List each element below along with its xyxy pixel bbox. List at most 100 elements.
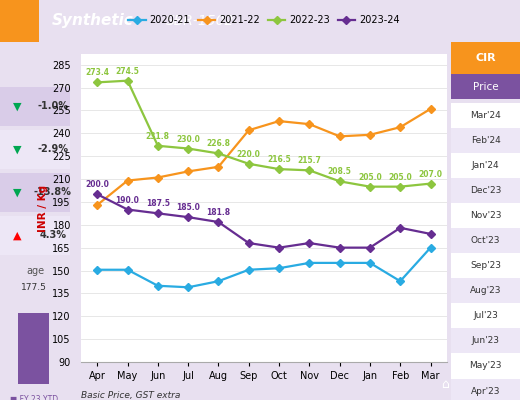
Text: 4.3%: 4.3%: [39, 230, 66, 240]
2021-22: [276, 119, 282, 124]
2020-21: [245, 267, 252, 272]
2021-22: [94, 202, 100, 207]
Text: -1.0%: -1.0%: [37, 102, 68, 112]
Text: ▼: ▼: [14, 187, 22, 197]
2020-21: [427, 245, 434, 250]
Text: Mar'24: Mar'24: [470, 111, 501, 120]
2021-22: [427, 106, 434, 111]
2020-21: [185, 285, 191, 290]
Bar: [451, 153, 520, 178]
2020-21: [155, 283, 161, 288]
Text: ⌂: ⌂: [440, 378, 449, 390]
Bar: [0, 87, 70, 126]
Text: SBR-1502: SBR-1502: [166, 14, 235, 28]
Text: 220.0: 220.0: [237, 150, 261, 159]
Text: 215.7: 215.7: [297, 156, 321, 165]
Text: 208.5: 208.5: [328, 167, 352, 176]
2023-24: [427, 232, 434, 236]
Bar: [0, 130, 70, 169]
2022-23: [124, 78, 131, 83]
Text: 231.8: 231.8: [146, 132, 170, 141]
2020-21: [336, 260, 343, 265]
2022-23: [427, 181, 434, 186]
Bar: [451, 103, 520, 128]
Text: ▲: ▲: [14, 230, 22, 240]
2021-22: [215, 164, 222, 169]
Text: 230.0: 230.0: [176, 134, 200, 144]
2023-24: [276, 245, 282, 250]
Text: 190.0: 190.0: [115, 196, 139, 204]
Text: Aug'23: Aug'23: [470, 286, 501, 295]
Text: Nov'23: Nov'23: [470, 211, 501, 220]
Text: Apr'23: Apr'23: [471, 386, 500, 396]
Text: 200.0: 200.0: [85, 180, 109, 189]
2023-24: [367, 245, 373, 250]
2023-24: [215, 220, 222, 224]
Y-axis label: INR / Kg: INR / Kg: [38, 184, 48, 232]
Text: 181.8: 181.8: [206, 208, 230, 217]
Text: ▼: ▼: [14, 144, 22, 154]
Bar: [451, 328, 520, 354]
2020-21: [306, 260, 313, 265]
2021-22: [155, 175, 161, 180]
Text: ■ FY 23 YTD: ■ FY 23 YTD: [10, 394, 58, 400]
2022-23: [367, 184, 373, 189]
Text: Basic Price, GST extra: Basic Price, GST extra: [81, 391, 180, 400]
Bar: [451, 278, 520, 303]
2023-24: [155, 211, 161, 216]
2022-23: [155, 143, 161, 148]
Bar: [451, 42, 520, 74]
Text: Jun'23: Jun'23: [472, 336, 500, 346]
Bar: [451, 228, 520, 253]
2023-24: [185, 215, 191, 220]
Text: 177.5: 177.5: [21, 282, 47, 292]
Bar: [451, 74, 520, 99]
2022-23: [306, 168, 313, 173]
Text: ▼: ▼: [14, 102, 22, 112]
Bar: [0, 173, 70, 212]
2021-22: [367, 132, 373, 137]
2023-24: [94, 192, 100, 197]
2022-23: [336, 179, 343, 184]
Text: 205.0: 205.0: [358, 173, 382, 182]
Bar: [451, 178, 520, 203]
2020-21: [397, 279, 404, 284]
2023-24: [306, 241, 313, 246]
Text: 273.4: 273.4: [85, 68, 109, 78]
Text: -2.9%: -2.9%: [37, 144, 68, 154]
2021-22: [306, 122, 313, 126]
Text: Oct'23: Oct'23: [471, 236, 500, 245]
Text: Synthetic: Synthetic: [52, 14, 134, 28]
Bar: [18, 313, 49, 384]
2021-22: [185, 169, 191, 174]
2023-24: [397, 226, 404, 230]
2020-21: [215, 279, 222, 284]
Text: 185.0: 185.0: [176, 203, 200, 212]
2020-21: [367, 260, 373, 265]
Text: Price: Price: [473, 82, 499, 92]
2022-23: [245, 161, 252, 166]
Bar: [0, 216, 70, 255]
Line: 2021-22: 2021-22: [95, 106, 433, 208]
2020-21: [124, 267, 131, 272]
Bar: [451, 378, 520, 400]
Text: age: age: [26, 266, 44, 276]
Text: Jan'24: Jan'24: [472, 161, 500, 170]
2020-21: [276, 266, 282, 271]
Text: 274.5: 274.5: [115, 67, 139, 76]
Bar: [451, 354, 520, 378]
Bar: [451, 203, 520, 228]
Text: 226.8: 226.8: [206, 140, 230, 148]
Line: 2020-21: 2020-21: [95, 245, 433, 290]
Line: 2022-23: 2022-23: [95, 78, 433, 190]
Text: 216.5: 216.5: [267, 155, 291, 164]
2022-23: [215, 151, 222, 156]
Text: Feb'24: Feb'24: [471, 136, 501, 145]
Text: 207.0: 207.0: [419, 170, 443, 179]
2021-22: [397, 125, 404, 130]
Text: May'23: May'23: [470, 362, 502, 370]
2022-23: [276, 167, 282, 172]
2022-23: [185, 146, 191, 151]
Bar: [0, 0, 39, 42]
2023-24: [245, 241, 252, 246]
